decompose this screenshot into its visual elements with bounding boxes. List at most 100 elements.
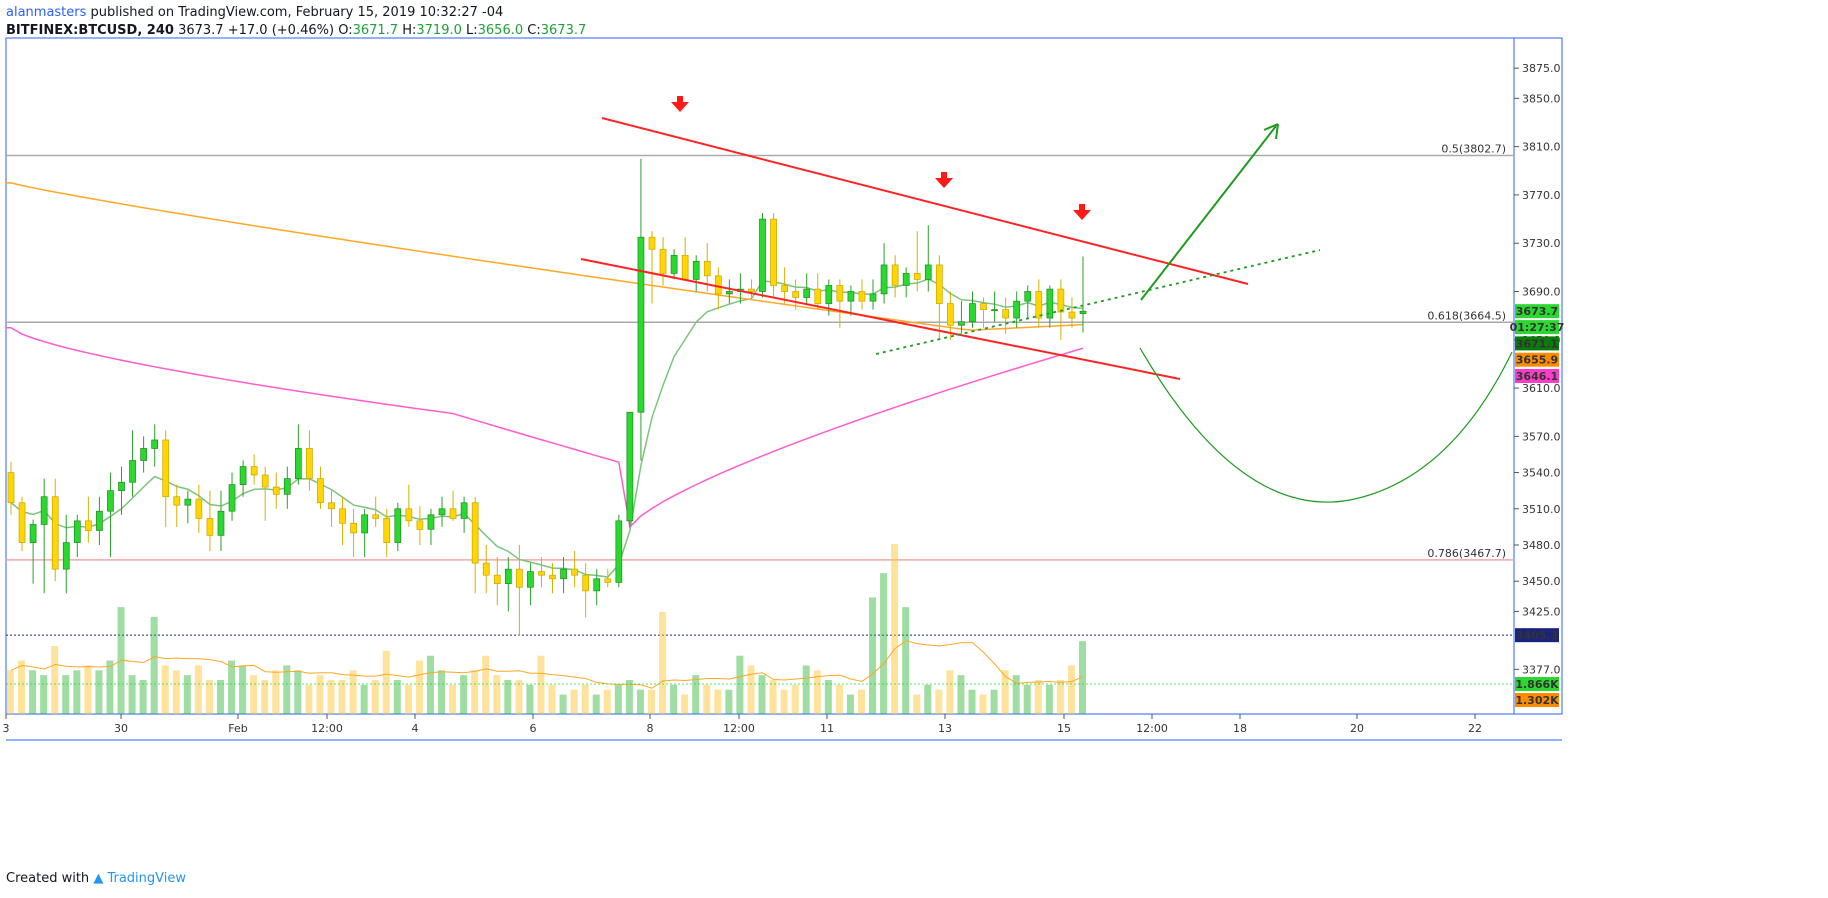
candle-body: [858, 291, 866, 302]
volume-bar: [548, 684, 556, 714]
volume-bar: [1045, 684, 1053, 714]
publish-text: published on TradingView.com, February 1…: [86, 5, 504, 20]
y-tick-label: 3450.0: [1522, 575, 1561, 588]
x-tick-label: 3: [3, 722, 10, 735]
volume-bar: [515, 680, 523, 714]
volume-bar: [1056, 680, 1064, 714]
ema-long-line: [6, 326, 1084, 529]
volume-bar: [725, 689, 733, 714]
candle-body: [107, 490, 114, 512]
candle-body: [615, 520, 623, 583]
volume-bar: [659, 612, 667, 714]
candle-body: [714, 275, 722, 295]
volume-bar: [935, 689, 943, 714]
price-change: +17.0 (+0.46%): [227, 23, 335, 38]
volume-bar: [95, 670, 103, 714]
volume-bar: [272, 670, 280, 714]
candle-body: [504, 568, 512, 584]
tradingview-brand[interactable]: TradingView: [107, 871, 186, 886]
candle-body: [825, 285, 833, 304]
candle-body: [261, 474, 269, 488]
symbol-label[interactable]: BITFINEX:BTCUSD, 240: [6, 23, 174, 38]
x-tick-label: 11: [820, 722, 834, 735]
candle-body: [516, 568, 523, 588]
volume-bar: [1012, 675, 1020, 714]
candle-body: [681, 254, 689, 280]
publish-line: alanmasters published on TradingView.com…: [6, 5, 503, 20]
close-value: 3673.7: [540, 23, 587, 38]
open-value: 3671.7: [352, 23, 399, 38]
candle-body: [637, 236, 645, 413]
ema-mid-line: [6, 182, 1084, 331]
volume-bar: [205, 680, 213, 714]
volume-bar: [603, 689, 611, 714]
volume-bar: [692, 675, 700, 714]
x-tick-label: 18: [1233, 722, 1247, 735]
volume-bar: [526, 684, 534, 714]
candle-body: [18, 502, 26, 543]
y-tick-label: 3730.0: [1522, 237, 1561, 250]
x-tick-label: 12:00: [723, 722, 755, 735]
candle-body: [40, 496, 48, 525]
author-link[interactable]: alanmasters: [6, 5, 87, 20]
volume-bar: [393, 680, 401, 714]
y-tick-label: 3690.0: [1522, 286, 1561, 299]
candle-body: [294, 448, 302, 479]
volume-bar: [250, 675, 258, 714]
volume-bar: [802, 665, 810, 714]
projection-arrowhead-icon: [1263, 123, 1279, 140]
candle-body: [1035, 291, 1043, 319]
candle-body: [482, 562, 490, 576]
candle-body: [206, 518, 214, 536]
tradingview-logo-icon[interactable]: ▲: [93, 871, 104, 886]
y-tick-label: 3810.0: [1522, 141, 1561, 154]
volume-bar: [371, 680, 379, 714]
volume-bar: [670, 684, 678, 714]
candle-body: [947, 303, 954, 326]
candle-body: [416, 520, 424, 530]
upper-trend-line: [601, 117, 1249, 285]
price-tag-label: 3671.1: [1516, 337, 1558, 350]
volume-tag-label: 1.302K: [1515, 694, 1559, 707]
volume-bar: [592, 694, 600, 714]
candle-body: [980, 303, 987, 310]
volume-bar: [570, 689, 578, 714]
candle-body: [1057, 288, 1065, 313]
volume-bar: [172, 670, 180, 714]
candle-body: [239, 466, 247, 485]
footer: Created with ▲ TradingView: [6, 871, 186, 886]
candle-body: [339, 508, 346, 524]
candle-body: [449, 508, 457, 519]
volume-bar: [482, 655, 490, 714]
close-label: C:: [527, 23, 541, 38]
candle-body: [228, 484, 236, 512]
x-tick-label: 12:00: [1136, 722, 1168, 735]
volume-bar: [261, 680, 269, 714]
fib-level-label: 0.786(3467.7): [1427, 547, 1506, 560]
candle-body: [770, 218, 777, 286]
last-price: 3673.7: [178, 23, 224, 38]
candle-body: [173, 496, 181, 506]
volume-bar: [62, 675, 70, 714]
volume-bar: [913, 694, 921, 714]
volume-bar: [139, 680, 147, 714]
candle-body: [493, 574, 501, 584]
y-tick-label: 3770.0: [1522, 189, 1561, 202]
x-tick-label: 20: [1350, 722, 1364, 735]
high-value: 3719.0: [416, 23, 462, 38]
volume-bar: [957, 675, 965, 714]
volume-bar: [924, 684, 932, 714]
y-tick-label: 3850.0: [1522, 92, 1561, 105]
x-tick-label: 13: [938, 722, 952, 735]
candle-body: [350, 522, 357, 534]
volume-bar: [681, 694, 689, 714]
candle-body: [1002, 309, 1009, 319]
x-tick-label: 4: [412, 722, 419, 735]
candle-body: [648, 236, 656, 250]
down-arrow-icon: [935, 172, 953, 188]
volume-bar: [106, 660, 114, 714]
volume-tag-label: 1.866K: [1515, 678, 1559, 691]
candle-body: [96, 510, 103, 531]
volume-bar: [493, 675, 501, 714]
